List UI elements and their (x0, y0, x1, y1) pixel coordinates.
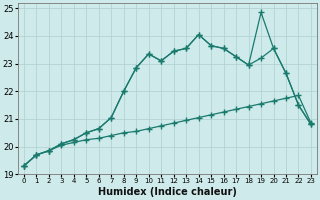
X-axis label: Humidex (Indice chaleur): Humidex (Indice chaleur) (98, 187, 237, 197)
